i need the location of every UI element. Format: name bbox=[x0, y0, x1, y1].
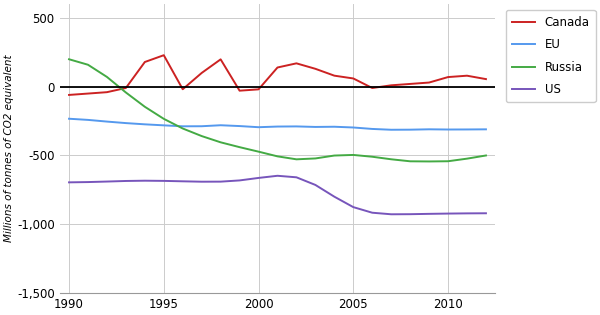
US bbox=[255, 176, 262, 180]
US bbox=[141, 179, 148, 183]
Line: Russia: Russia bbox=[69, 59, 486, 162]
Russia bbox=[198, 134, 205, 138]
Line: EU: EU bbox=[69, 119, 486, 130]
Canada bbox=[388, 83, 395, 87]
Legend: Canada, EU, Russia, US: Canada, EU, Russia, US bbox=[506, 10, 596, 102]
EU bbox=[312, 125, 319, 129]
EU bbox=[350, 126, 357, 129]
Russia bbox=[160, 117, 167, 121]
Canada bbox=[255, 88, 262, 91]
US bbox=[331, 195, 338, 198]
US bbox=[236, 179, 243, 182]
US bbox=[274, 174, 281, 178]
EU bbox=[122, 121, 130, 125]
Russia bbox=[217, 140, 224, 144]
Canada bbox=[331, 74, 338, 77]
US bbox=[388, 212, 395, 216]
EU bbox=[463, 128, 470, 131]
Russia bbox=[445, 159, 452, 163]
EU bbox=[255, 125, 262, 129]
US bbox=[368, 211, 376, 215]
Russia bbox=[103, 75, 110, 79]
EU bbox=[445, 128, 452, 131]
Canada bbox=[179, 87, 187, 91]
Canada bbox=[425, 81, 433, 84]
EU bbox=[141, 123, 148, 126]
Canada bbox=[217, 57, 224, 61]
Russia bbox=[141, 105, 148, 109]
Canada bbox=[368, 86, 376, 90]
US bbox=[217, 180, 224, 184]
US bbox=[407, 212, 414, 216]
Russia bbox=[85, 63, 92, 67]
EU bbox=[160, 123, 167, 127]
Russia bbox=[274, 154, 281, 158]
Russia bbox=[331, 154, 338, 158]
US bbox=[312, 183, 319, 187]
EU bbox=[236, 124, 243, 128]
EU bbox=[331, 125, 338, 129]
Russia bbox=[350, 153, 357, 157]
Canada bbox=[350, 77, 357, 80]
US bbox=[293, 175, 300, 179]
Canada bbox=[407, 82, 414, 86]
EU bbox=[274, 125, 281, 129]
Russia bbox=[293, 158, 300, 161]
EU bbox=[368, 127, 376, 131]
US bbox=[122, 179, 130, 183]
US bbox=[160, 179, 167, 183]
EU bbox=[482, 128, 490, 131]
Canada bbox=[463, 74, 470, 77]
Russia bbox=[312, 157, 319, 160]
Canada bbox=[236, 89, 243, 93]
US bbox=[85, 180, 92, 184]
EU bbox=[425, 127, 433, 131]
Russia bbox=[122, 91, 130, 94]
Canada bbox=[482, 77, 490, 81]
Line: Canada: Canada bbox=[69, 55, 486, 95]
EU bbox=[198, 124, 205, 128]
Canada bbox=[312, 67, 319, 71]
Russia bbox=[236, 145, 243, 149]
Canada bbox=[141, 60, 148, 64]
EU bbox=[85, 118, 92, 122]
Russia bbox=[407, 159, 414, 163]
EU bbox=[293, 124, 300, 128]
US bbox=[179, 180, 187, 183]
US bbox=[425, 212, 433, 216]
Line: US: US bbox=[69, 176, 486, 214]
Russia bbox=[368, 155, 376, 159]
EU bbox=[407, 128, 414, 132]
US bbox=[103, 180, 110, 183]
Canada bbox=[122, 86, 130, 90]
Russia bbox=[463, 157, 470, 161]
Canada bbox=[198, 71, 205, 75]
EU bbox=[388, 128, 395, 132]
EU bbox=[65, 117, 73, 121]
Canada bbox=[85, 92, 92, 95]
Canada bbox=[65, 93, 73, 97]
US bbox=[463, 211, 470, 215]
EU bbox=[179, 124, 187, 128]
Russia bbox=[65, 57, 73, 61]
Russia bbox=[255, 150, 262, 153]
US bbox=[65, 180, 73, 184]
US bbox=[482, 211, 490, 215]
Russia bbox=[388, 158, 395, 161]
US bbox=[350, 205, 357, 209]
Canada bbox=[293, 61, 300, 65]
EU bbox=[217, 123, 224, 127]
Russia bbox=[179, 127, 187, 130]
Canada bbox=[445, 75, 452, 79]
Y-axis label: Millions of tonnes of CO2 equivalent: Millions of tonnes of CO2 equivalent bbox=[4, 55, 14, 242]
US bbox=[198, 180, 205, 184]
US bbox=[445, 212, 452, 215]
Russia bbox=[425, 160, 433, 163]
Russia bbox=[482, 154, 490, 158]
Canada bbox=[103, 90, 110, 94]
Canada bbox=[160, 53, 167, 57]
EU bbox=[103, 120, 110, 123]
Canada bbox=[274, 66, 281, 69]
